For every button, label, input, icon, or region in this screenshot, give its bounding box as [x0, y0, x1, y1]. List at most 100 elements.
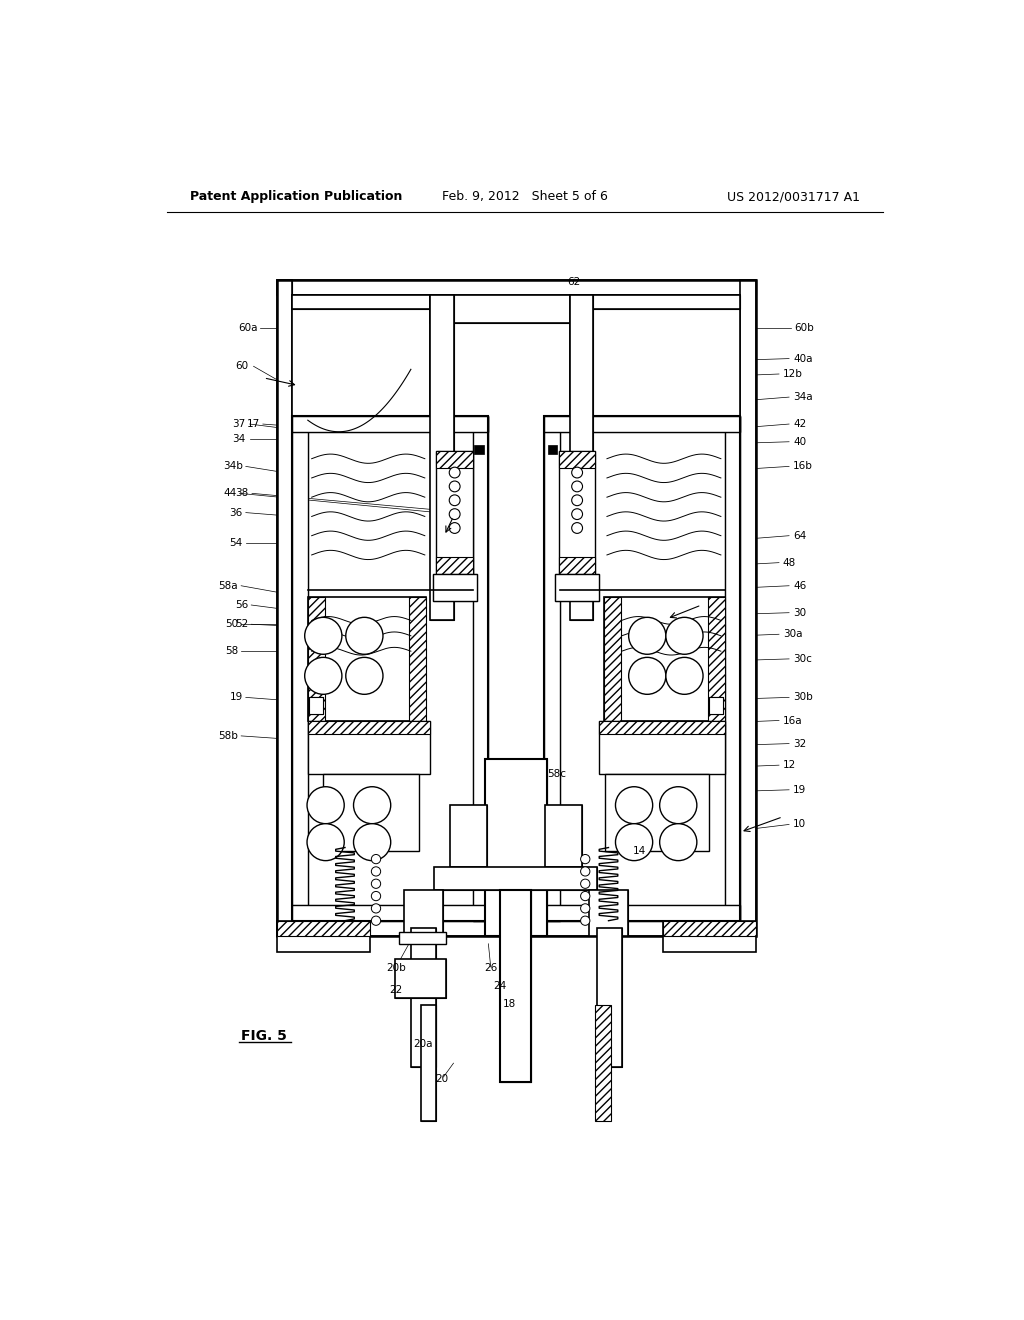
Bar — [555, 574, 599, 601]
Text: FIG. 5: FIG. 5 — [241, 1030, 287, 1043]
Circle shape — [571, 467, 583, 478]
Bar — [725, 416, 740, 921]
Bar — [599, 721, 725, 775]
Bar — [545, 805, 583, 867]
Text: 46: 46 — [793, 581, 806, 591]
Circle shape — [629, 618, 666, 655]
Circle shape — [372, 854, 381, 863]
Text: 18: 18 — [503, 999, 516, 1008]
Text: 60b: 60b — [795, 323, 814, 333]
Bar — [276, 921, 370, 952]
Bar — [403, 890, 442, 936]
Bar — [589, 890, 628, 936]
Bar — [544, 416, 560, 921]
Bar — [276, 280, 292, 936]
Text: 62: 62 — [567, 277, 581, 286]
Bar — [410, 597, 426, 721]
Bar — [436, 451, 473, 469]
Bar — [276, 921, 756, 936]
Text: 17: 17 — [247, 418, 260, 429]
Bar — [545, 805, 583, 867]
Circle shape — [450, 467, 460, 478]
Bar — [292, 416, 308, 921]
Text: US 2012/0031717 A1: US 2012/0031717 A1 — [727, 190, 860, 203]
Circle shape — [629, 657, 666, 694]
Bar — [595, 1006, 611, 1121]
Bar — [740, 280, 756, 936]
Bar — [394, 960, 445, 998]
Circle shape — [450, 480, 460, 492]
Text: 52: 52 — [234, 619, 248, 630]
Bar — [559, 451, 595, 469]
Text: 34: 34 — [232, 434, 246, 445]
Bar — [589, 890, 628, 936]
Text: 22: 22 — [389, 985, 402, 995]
Bar — [484, 759, 547, 936]
Text: 10: 10 — [793, 820, 806, 829]
Bar — [308, 721, 430, 775]
Bar — [309, 697, 324, 714]
Text: 44: 44 — [223, 488, 237, 499]
Bar — [663, 921, 756, 952]
Text: 34b: 34b — [223, 462, 243, 471]
Bar — [604, 597, 725, 721]
Text: 42: 42 — [793, 418, 806, 429]
Bar — [544, 416, 560, 921]
Circle shape — [346, 618, 383, 655]
Bar — [599, 721, 725, 734]
Text: 20: 20 — [435, 1073, 449, 1084]
Circle shape — [581, 904, 590, 913]
Circle shape — [450, 523, 460, 533]
Bar — [399, 932, 445, 944]
Circle shape — [666, 657, 703, 694]
Circle shape — [666, 618, 703, 655]
Circle shape — [659, 787, 697, 824]
Bar — [292, 906, 488, 921]
Bar — [430, 296, 454, 620]
Bar — [430, 296, 454, 620]
Bar — [473, 416, 488, 921]
Circle shape — [353, 787, 391, 824]
Bar — [569, 296, 740, 309]
Bar — [710, 697, 723, 714]
Text: 34a: 34a — [793, 392, 813, 403]
Bar — [544, 416, 740, 921]
Circle shape — [571, 495, 583, 506]
Bar — [740, 280, 756, 936]
Text: 24: 24 — [494, 981, 507, 991]
Circle shape — [372, 891, 381, 900]
Text: 54: 54 — [229, 539, 243, 548]
Circle shape — [307, 787, 344, 824]
Bar — [292, 296, 430, 309]
Text: 19: 19 — [229, 693, 243, 702]
Bar — [484, 759, 547, 936]
Bar — [597, 928, 622, 1067]
Bar — [411, 928, 435, 1067]
Text: 36: 36 — [229, 508, 243, 517]
Text: 30c: 30c — [793, 653, 812, 664]
Text: 40: 40 — [793, 437, 806, 446]
Text: 30: 30 — [793, 607, 806, 618]
Text: Feb. 9, 2012   Sheet 5 of 6: Feb. 9, 2012 Sheet 5 of 6 — [442, 190, 607, 203]
Text: 12: 12 — [783, 760, 796, 770]
Bar — [710, 697, 723, 714]
Bar — [403, 890, 442, 936]
Circle shape — [450, 495, 460, 506]
Text: 32: 32 — [793, 739, 806, 748]
Circle shape — [615, 787, 652, 824]
Text: 20a: 20a — [413, 1039, 432, 1049]
Text: 38: 38 — [234, 488, 248, 499]
Circle shape — [372, 904, 381, 913]
Bar — [559, 557, 595, 574]
Bar — [544, 906, 740, 921]
Circle shape — [615, 824, 652, 861]
Text: 58b: 58b — [218, 731, 238, 741]
Bar — [559, 451, 595, 574]
Bar — [604, 597, 621, 721]
Circle shape — [450, 508, 460, 520]
Circle shape — [571, 508, 583, 520]
Circle shape — [305, 618, 342, 655]
Bar — [292, 416, 488, 432]
Bar — [308, 721, 430, 734]
Text: 20b: 20b — [386, 964, 407, 973]
